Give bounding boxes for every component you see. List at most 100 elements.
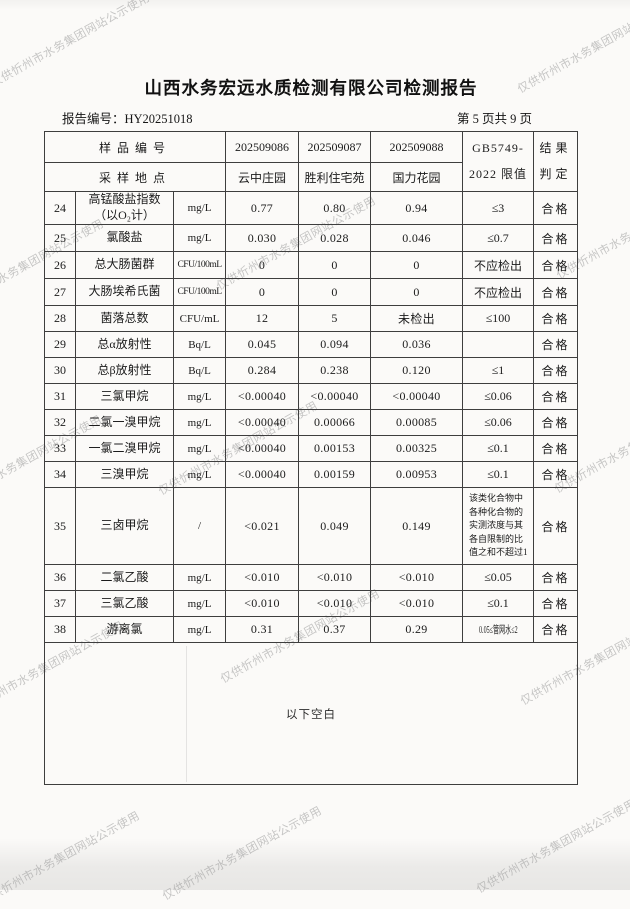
value-cell-1: <0.00040 [225,383,299,410]
parameter-name: 氯酸盐 [75,224,174,252]
row-number: 24 [44,191,76,225]
value-cell-3: 0.00085 [370,409,463,436]
sample-id-1: 202509086 [225,131,299,163]
value-cell-1: 0.31 [225,616,299,643]
blank-below-cell: 以下空白 [44,642,578,785]
table-row: 28 菌落总数 CFU/mL 12 5 未检出 ≤100 合格 [44,305,578,332]
parameter-name: 总大肠菌群 [75,251,174,279]
result-cell: 合格 [533,224,578,252]
limit-column-header: GB5749- 2022 限值 [462,131,534,192]
result-cell: 合格 [533,616,578,643]
blank-below-note: 以下空白 [286,708,336,721]
value-cell-3: 0.29 [370,616,463,643]
value-cell-3: <0.010 [370,564,463,591]
result-cell: 合格 [533,461,578,488]
value-cell-1: 0 [225,251,299,279]
limit-condensed-text: 0.05≤管网水≤2 [478,625,518,636]
limit-cell: 不应检出 [462,278,534,306]
sample-id-3: 202509088 [370,131,463,163]
result-cell: 合格 [533,435,578,462]
value-cell-3: 未检出 [370,305,463,332]
location-2: 胜利住宅苑 [298,162,371,192]
table-row: 24 高锰酸盐指数 （以O₂计） mg/L 0.77 0.80 0.94 ≤3 合格 [44,191,578,225]
limit-cell: ≤1 [462,357,534,384]
limit-cell: 该类化合物中各种化合物的实测浓度与其各自限制的比值之和不超过1 [462,487,534,565]
row-number: 25 [44,224,76,252]
limit-cell [462,331,534,358]
value-cell-1: 0.77 [225,191,299,225]
row-number: 28 [44,305,76,332]
table-row: 35 三卤甲烷 / <0.021 0.049 0.149 该类化合物中各种化合物的实测浓度与… [44,487,578,565]
value-cell-3: 0 [370,251,463,279]
parameter-name: 二氯乙酸 [75,564,174,591]
table-row: 25 氯酸盐 mg/L 0.030 0.028 0.046 ≤0.7 合格 [44,224,578,252]
result-cell: 合格 [533,251,578,279]
value-cell-2: 0.094 [298,331,371,358]
parameter-name: 一氯二溴甲烷 [75,435,174,462]
location-label: 采样地点 [44,162,226,192]
scan-edge-shading-top [0,0,630,10]
unit-cell: Bq/L [173,331,226,358]
value-cell-3: 0 [370,278,463,306]
limit-cell: ≤0.7 [462,224,534,252]
limit-cell: ≤0.05 [462,564,534,591]
value-cell-3: 0.94 [370,191,463,225]
value-cell-1: <0.010 [225,590,299,617]
document-title: 山西水务宏远水质检测有限公司检测报告 [144,78,478,98]
sample-id-2: 202509087 [298,131,371,163]
row-number: 35 [44,487,76,565]
row-number: 26 [44,251,76,279]
row-number: 31 [44,383,76,410]
sample-id-label: 样品编号 [44,131,226,163]
value-cell-1: <0.00040 [225,409,299,436]
header-row-location: 采样地点 云中庄园 胜利住宅苑 国力花园 [44,162,578,192]
value-cell-2: <0.010 [298,564,371,591]
value-cell-2: 0 [298,251,371,279]
unit-cell: CFU/100mL [173,278,226,306]
unit-cell: mg/L [173,191,226,225]
value-cell-2: <0.00040 [298,383,371,410]
unit-cell: mg/L [173,564,226,591]
results-tbody: 24 高锰酸盐指数 （以O₂计） mg/L 0.77 0.80 0.94 ≤3 合格 25 氯酸盐… [44,191,578,643]
value-cell-3: 0.120 [370,357,463,384]
unit-cell: mg/L [173,383,226,410]
parameter-name: 三氯甲烷 [75,383,174,410]
page-indicator: 第 5 页共 9 页 [456,112,532,126]
parameter-name: 三溴甲烷 [75,461,174,488]
result-cell: 合格 [533,564,578,591]
value-cell-2: 5 [298,305,371,332]
row-number: 29 [44,331,76,358]
table-row: 32 二氯一溴甲烷 mg/L <0.00040 0.00066 0.00085 ≤0.06 合… [44,409,578,436]
result-column-header: 结果 判定 [533,131,578,192]
value-cell-1: <0.00040 [225,461,299,488]
value-cell-1: <0.00040 [225,435,299,462]
limit-cell: ≤0.1 [462,461,534,488]
result-cell: 合格 [533,383,578,410]
row-number: 30 [44,357,76,384]
parameter-name: 总α放射性 [75,331,174,358]
report-meta-row: 报告编号：HY20251018 第 5 页共 9 页 [62,108,532,127]
value-cell-2: 0.00066 [298,409,371,436]
value-cell-2: 0 [298,278,371,306]
scan-edge-shading-bottom [0,838,630,890]
parameter-name: 游离氯 [75,616,174,643]
value-cell-1: <0.021 [225,487,299,565]
value-cell-1: 0 [225,278,299,306]
row-number: 33 [44,435,76,462]
value-cell-1: <0.010 [225,564,299,591]
limit-cell: 不应检出 [462,251,534,279]
row-number: 32 [44,409,76,436]
result-cell: 合格 [533,487,578,565]
unit-cell: mg/L [173,461,226,488]
value-cell-2: 0.00159 [298,461,371,488]
value-cell-2: 0.238 [298,357,371,384]
value-cell-2: 0.37 [298,616,371,643]
table-row: 34 三溴甲烷 mg/L <0.00040 0.00159 0.00953 ≤0.1 合格 [44,461,578,488]
value-cell-3: <0.010 [370,590,463,617]
row-number: 38 [44,616,76,643]
result-cell: 合格 [533,590,578,617]
value-cell-2: 0.049 [298,487,371,565]
result-cell: 合格 [533,278,578,306]
row-number: 36 [44,564,76,591]
unit-cell: mg/L [173,409,226,436]
